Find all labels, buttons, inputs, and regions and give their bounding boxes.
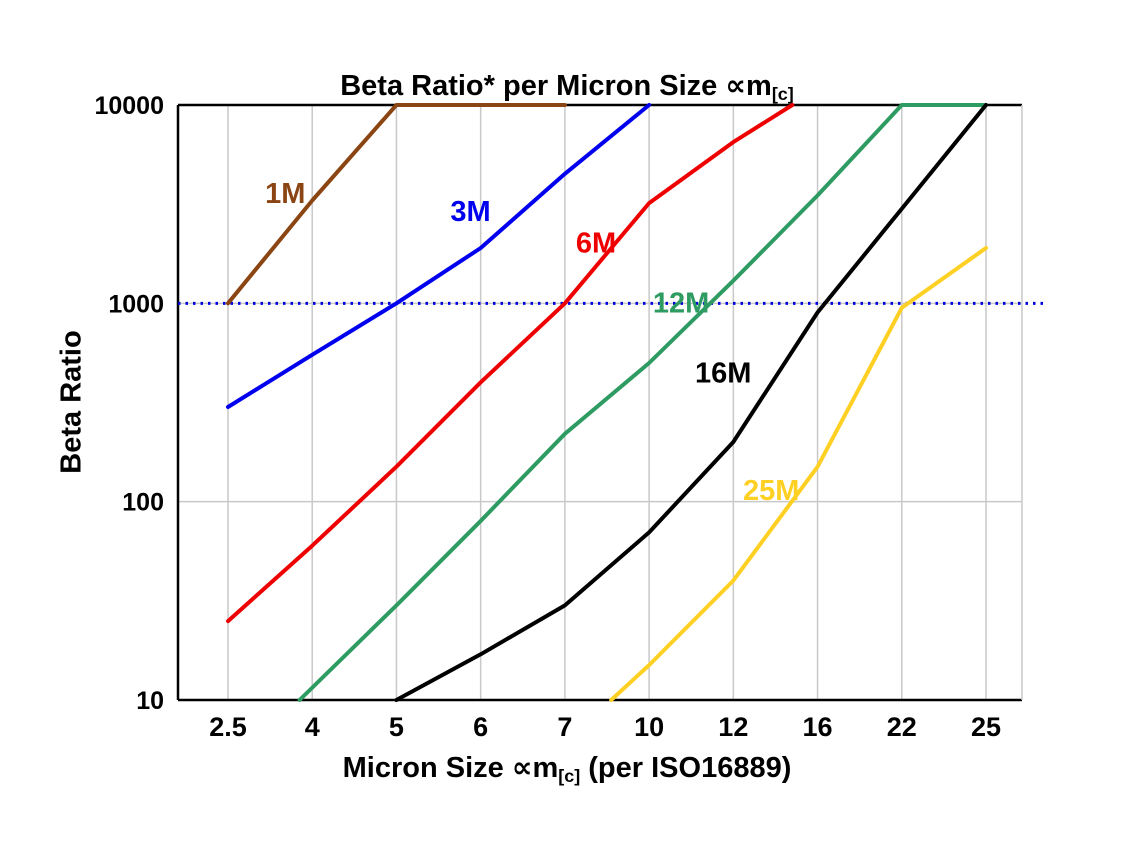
x-axis-micron-subscript: [c]: [558, 766, 581, 787]
series-label-12M: 12M: [653, 287, 709, 319]
y-tick-label: 1000: [108, 290, 164, 318]
x-tick-label: 25: [971, 712, 1001, 742]
x-tick-label: 5: [389, 712, 404, 742]
x-tick-label: 16: [803, 712, 833, 742]
series-line-12M: [297, 103, 988, 702]
x-tick-label: 12: [718, 712, 748, 742]
x-tick-label: 10: [634, 712, 664, 742]
micron-symbol: ∝m: [725, 70, 772, 102]
series-label-25M: 25M: [743, 475, 799, 507]
series-label-6M: 6M: [576, 228, 616, 260]
series-line-1M: [226, 103, 567, 306]
series-line-25M: [609, 246, 988, 702]
series-line-3M: [226, 103, 652, 409]
x-axis-label-post: (per ISO16889): [580, 752, 792, 784]
x-tick-label: 22: [887, 712, 917, 742]
y-tick-label: 10: [136, 687, 164, 715]
micron-subscript: [c]: [771, 84, 794, 105]
series-line-16M: [394, 103, 988, 702]
x-axis-micron-symbol: ∝m: [511, 752, 559, 784]
x-tick-label: 7: [557, 712, 572, 742]
y-tick-label: 100: [122, 489, 164, 517]
x-tick-label: 6: [473, 712, 488, 742]
x-tick-label: 2.5: [209, 712, 247, 742]
series-line-6M: [226, 103, 795, 624]
y-tick-label: 10000: [94, 92, 164, 120]
series-label-16M: 16M: [695, 357, 751, 389]
series-label-3M: 3M: [450, 196, 490, 228]
chart-title: Beta Ratio* per Micron Size ∝m[c]: [0, 68, 1134, 105]
x-axis-label: Micron Size ∝m[c] (per ISO16889): [0, 750, 1134, 787]
x-tick-label: 4: [305, 712, 320, 742]
chart-title-text: Beta Ratio* per Micron Size: [340, 70, 726, 102]
x-axis-label-pre: Micron Size: [342, 752, 512, 784]
series-label-1M: 1M: [265, 178, 305, 210]
